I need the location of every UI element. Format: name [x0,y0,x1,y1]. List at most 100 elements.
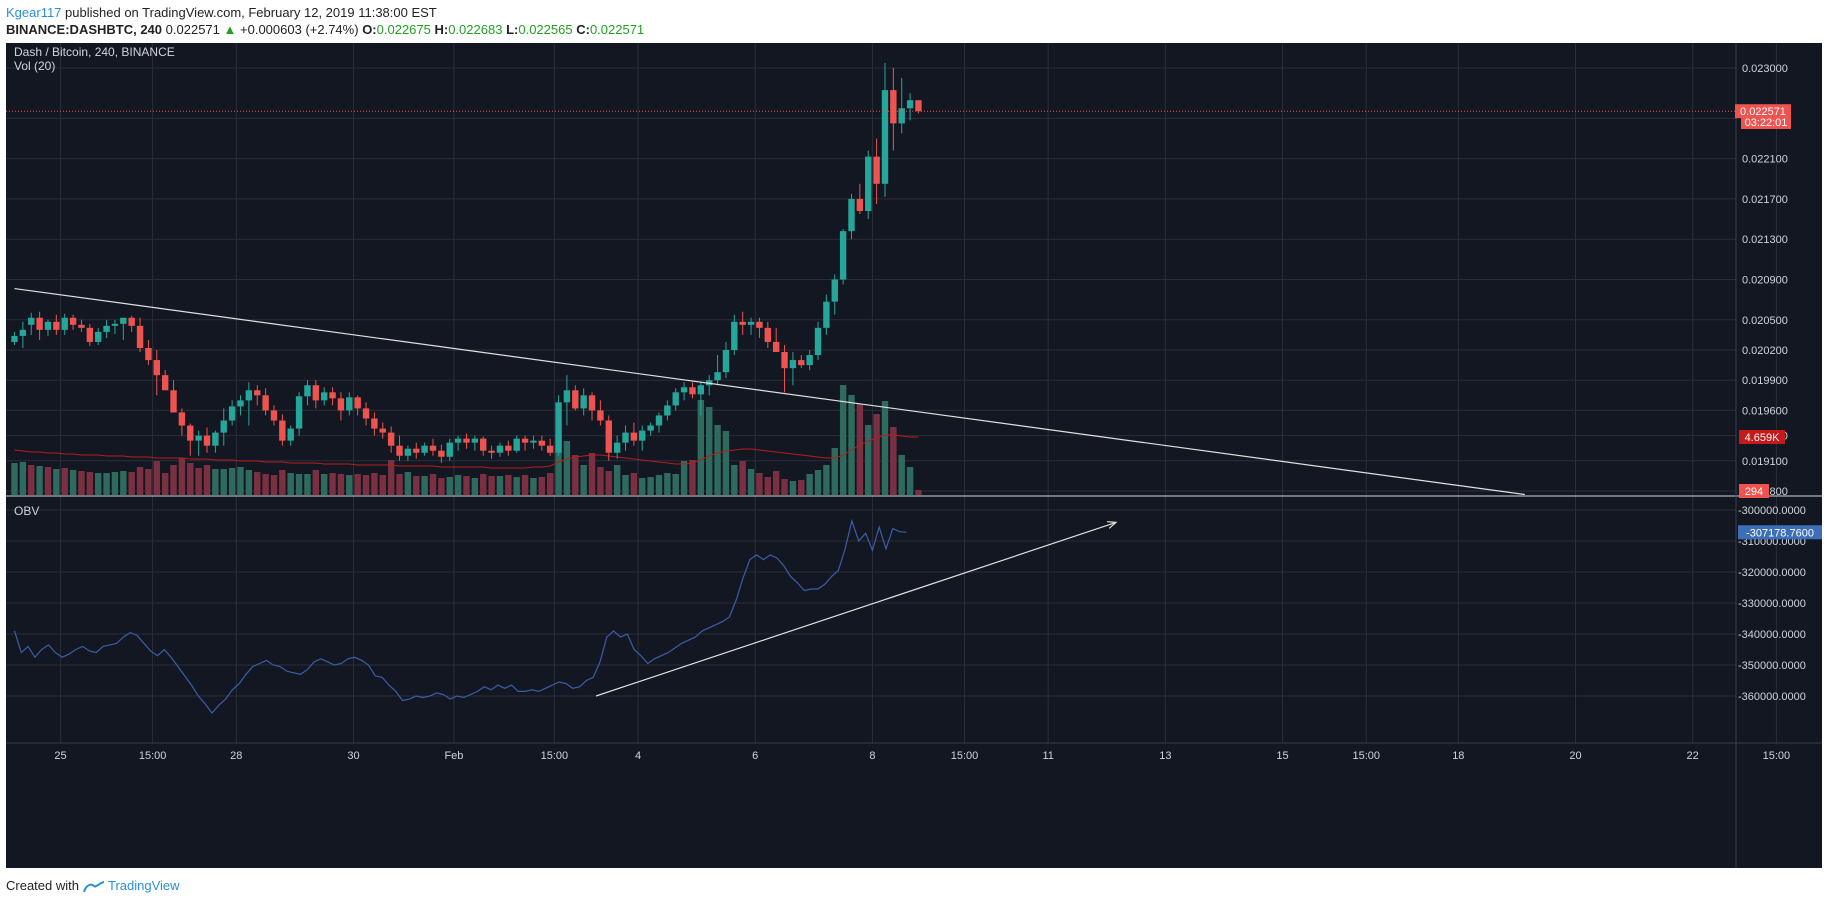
volume-bar [145,469,152,495]
volume-bar [329,473,336,495]
candle [287,425,294,446]
candle [103,319,110,338]
candle [320,387,328,406]
time-tick-label: 28 [230,750,242,762]
open-label: O: [362,22,377,37]
volume-bar [806,474,813,495]
obv-trendline[interactable] [595,521,1117,697]
obv-tick-label: -300000.0000 [1738,505,1806,517]
countdown-badge: 03:22:01 [1741,115,1791,129]
volume-bar [630,473,638,495]
candle [572,385,579,411]
chart-container[interactable]: 0.0230000.0225000.0221000.0217000.021300… [6,43,1822,868]
candles [11,62,922,463]
last-price: 0.022571 [165,22,220,37]
volume-bar [781,479,788,495]
publish-header: Kgear117 published on TradingView.com, F… [0,0,1828,42]
axes: 0.0230000.0225000.0221000.0217000.021300… [6,43,1822,868]
candle [161,370,169,391]
candle [630,422,638,446]
candle [237,395,244,416]
volume-bar [212,469,219,495]
volume-bar [203,465,211,495]
candle [505,440,512,456]
volume-bar [404,472,412,495]
candle [823,294,830,335]
countdown-text: 03:22:01 [1745,117,1788,129]
candle [463,433,470,449]
price-trendline[interactable] [14,287,1525,496]
volume-bar [413,476,420,495]
candle [337,392,345,421]
tradingview-brand-link[interactable]: TradingView [108,878,180,893]
candle [722,341,730,379]
volume-bar [639,478,646,495]
volume-bar [187,463,194,495]
main-legend: Dash / Bitcoin, 240, BINANCE [14,45,175,59]
volume-bar [78,471,85,495]
publish-line: Kgear117 published on TradingView.com, F… [6,5,437,20]
candle [304,380,311,406]
volume-bar [220,469,227,495]
volume-bar [44,467,52,495]
time-tick-label: 15 [1276,750,1288,762]
candle [480,436,487,456]
candle [655,412,663,433]
volume-bar [346,475,353,495]
time-tick-label: 8 [869,750,875,762]
volume-bar [69,470,77,495]
volume-bar [28,465,35,495]
volume-bar [463,476,470,495]
volume-bar [354,474,361,495]
vol-badge: 294 [1739,484,1769,498]
candle [446,438,453,461]
candle [86,323,94,346]
volume-bar [839,385,847,495]
volume-bar [320,474,328,495]
candle [111,319,119,334]
candle [153,350,160,396]
candle [798,355,805,369]
volume-bar [362,475,370,495]
price-tick-label: 0.019100 [1742,456,1788,468]
candle [279,414,286,446]
candle [856,183,864,215]
candle [538,435,546,451]
change-arrow-icon: ▲ [223,22,237,37]
candle [61,313,68,335]
volume-bar [254,472,261,495]
symbol-line: BINANCE:DASHBTC, 240 0.022571 ▲ +0.00060… [6,22,644,37]
volume-bar [429,474,437,495]
candle [714,355,721,386]
volume-bar [572,455,579,495]
volume-bar [396,474,403,495]
obv-pane [13,518,907,714]
volume-bar [739,461,746,495]
vol-legend: Vol (20) [14,59,55,73]
candle [178,408,186,436]
candle [354,395,361,416]
volume-bar [279,470,286,495]
chart-svg[interactable]: 0.0230000.0225000.0221000.0217000.021300… [6,43,1822,868]
volume-bar [295,474,303,495]
volume-bar [546,473,554,495]
candle [36,311,43,340]
trendlines[interactable] [14,287,1525,697]
price-tick-label: 0.021700 [1742,194,1788,206]
price-tick-label: 0.019900 [1742,375,1788,387]
volume-bar [772,471,780,495]
time-tick-label: 11 [1042,750,1053,762]
time-tick-label: 30 [347,750,359,762]
candle [706,375,713,396]
candle [789,352,797,386]
volume-bar [906,467,914,495]
volume-bar [756,473,763,495]
volume-bar [731,465,738,495]
volume-bar [655,475,663,495]
volume-bar [881,401,889,495]
volume-bar [337,474,345,495]
volume-bar [789,481,797,495]
volume-bar [312,470,320,495]
author-link[interactable]: Kgear117 [6,5,62,20]
candle [429,438,437,456]
